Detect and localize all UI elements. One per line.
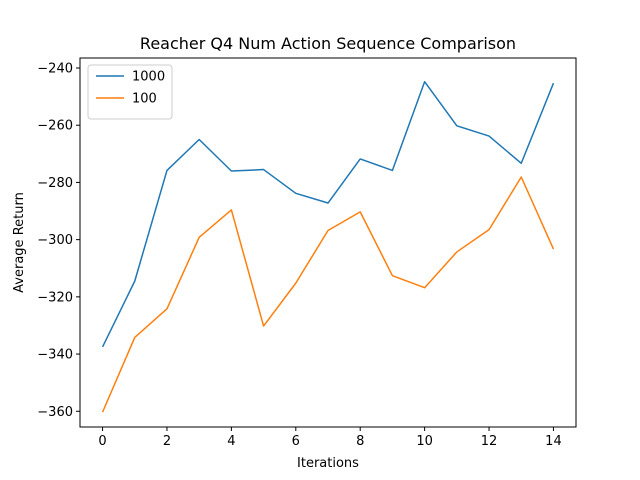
y-tick-label: −340 [37,348,73,363]
legend-label: 1000 [132,70,165,85]
series-line-100 [101,176,555,413]
y-tick-label: −300 [37,233,73,248]
legend: 1000 100 [87,64,173,120]
legend-label: 100 [132,92,157,107]
y-tick-label: −260 [37,119,73,134]
series-lines [101,80,555,413]
y-tick-label: −280 [37,176,73,191]
x-axis-label: Iterations [297,456,359,471]
y-tick-label: −240 [37,62,73,77]
y-axis-label: Average Return [12,192,27,293]
chart-title: Reacher Q4 Num Action Sequence Compariso… [140,34,516,53]
y-tick-label: −320 [37,290,73,305]
y-tick-label: −360 [37,405,73,420]
x-tick-label: 0 [98,434,106,449]
x-tick-label: 14 [545,434,562,449]
x-axis-ticks: 0 2 4 6 8 10 12 14 [98,427,562,449]
x-tick-label: 4 [227,434,235,449]
x-tick-label: 6 [292,434,300,449]
y-axis-ticks: −360 −340 −320 −300 −280 −260 −240 [37,62,80,420]
x-tick-label: 2 [163,434,171,449]
legend-box [87,64,173,120]
x-tick-label: 8 [356,434,364,449]
plot-area-frame [79,57,577,428]
x-tick-label: 10 [416,434,433,449]
series-line-1000 [101,80,555,348]
x-tick-label: 12 [481,434,498,449]
